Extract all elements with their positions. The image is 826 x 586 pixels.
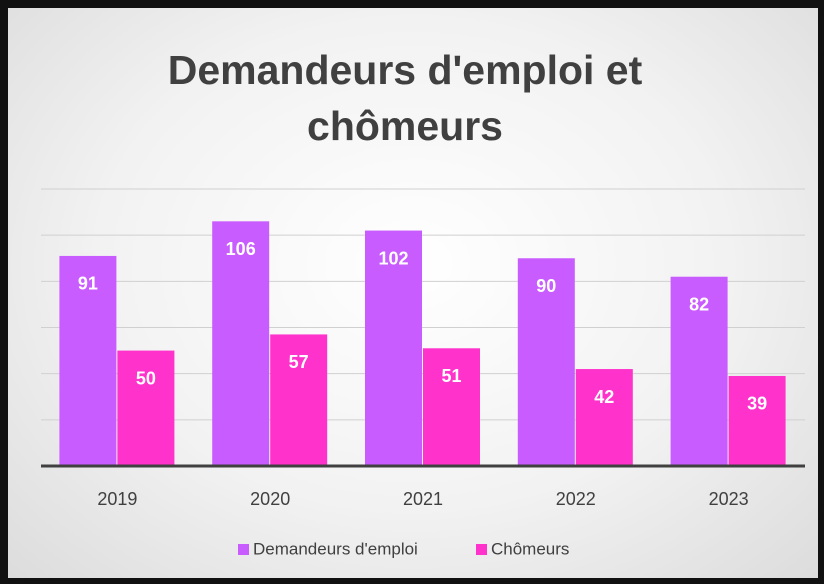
data-label: 51 xyxy=(441,366,461,386)
data-label: 57 xyxy=(289,352,309,372)
data-label: 90 xyxy=(536,276,556,296)
x-tick-label: 2021 xyxy=(403,489,443,509)
bar xyxy=(270,334,328,466)
data-label: 39 xyxy=(747,394,767,414)
bar xyxy=(59,255,117,466)
data-label: 82 xyxy=(689,294,709,314)
legend-label: Chômeurs xyxy=(491,539,569,558)
data-label: 50 xyxy=(136,368,156,388)
chart-title: Demandeurs d'emploi et chômeurs xyxy=(167,47,643,149)
data-label: 106 xyxy=(226,239,256,259)
bar xyxy=(212,221,270,466)
legend-swatch xyxy=(476,544,487,555)
legend-swatch xyxy=(238,544,249,555)
x-tick-label: 2019 xyxy=(97,489,137,509)
bar xyxy=(670,276,728,466)
x-tick-label: 2020 xyxy=(250,489,290,509)
bar xyxy=(117,350,175,466)
data-label: 42 xyxy=(594,387,614,407)
bar xyxy=(423,348,480,466)
x-tick-label: 2023 xyxy=(709,489,749,509)
bar xyxy=(365,230,422,466)
bar xyxy=(575,369,633,466)
data-label: 102 xyxy=(378,248,408,268)
data-label: 91 xyxy=(78,274,98,294)
bar xyxy=(517,258,575,466)
legend-label: Demandeurs d'emploi xyxy=(253,539,418,558)
bar xyxy=(728,375,786,466)
x-tick-label: 2022 xyxy=(556,489,596,509)
